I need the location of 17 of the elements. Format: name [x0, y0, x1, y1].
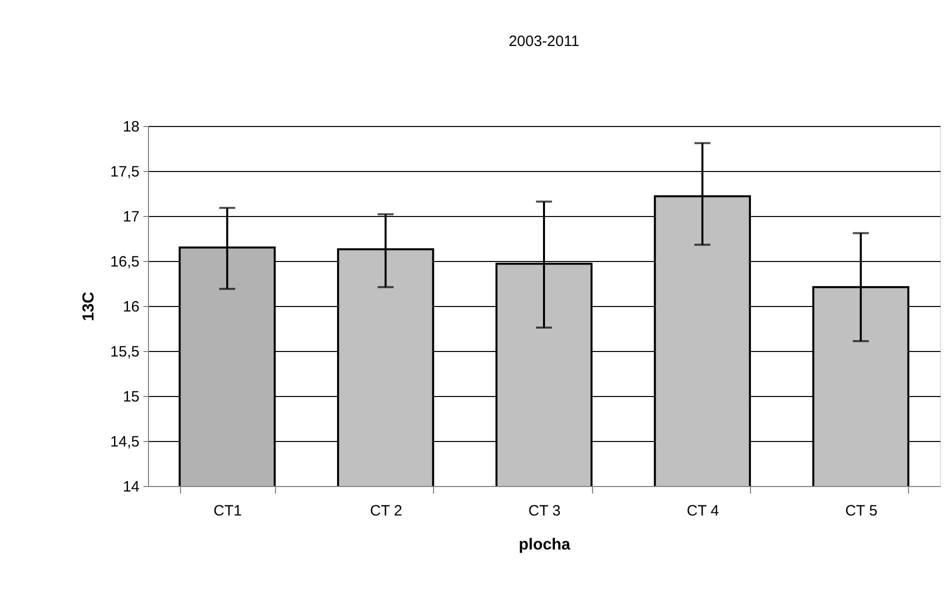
y-tick-label: 14: [122, 478, 140, 496]
x-tick-label: CT 5: [845, 502, 878, 520]
y-tick-label: 17: [122, 208, 140, 226]
y-tick-label: 17,5: [110, 164, 140, 180]
chart-title: 2003-2011: [508, 33, 580, 50]
y-tick-label: 15: [122, 388, 140, 406]
y-axis-title: 13C: [80, 291, 98, 322]
y-tick-label: 18: [122, 118, 140, 136]
x-tick-label: CT1: [214, 502, 242, 520]
y-tick-label: 14,5: [110, 434, 140, 450]
x-tick-label: CT 3: [528, 502, 561, 520]
x-tick-label: CT 4: [686, 502, 720, 520]
x-axis-title: plocha: [518, 536, 570, 554]
y-tick-label: 16: [122, 298, 140, 316]
y-tick-label: 16,5: [110, 254, 140, 270]
y-tick-label: 15,5: [110, 344, 140, 360]
x-tick-label: CT 2: [370, 502, 402, 520]
